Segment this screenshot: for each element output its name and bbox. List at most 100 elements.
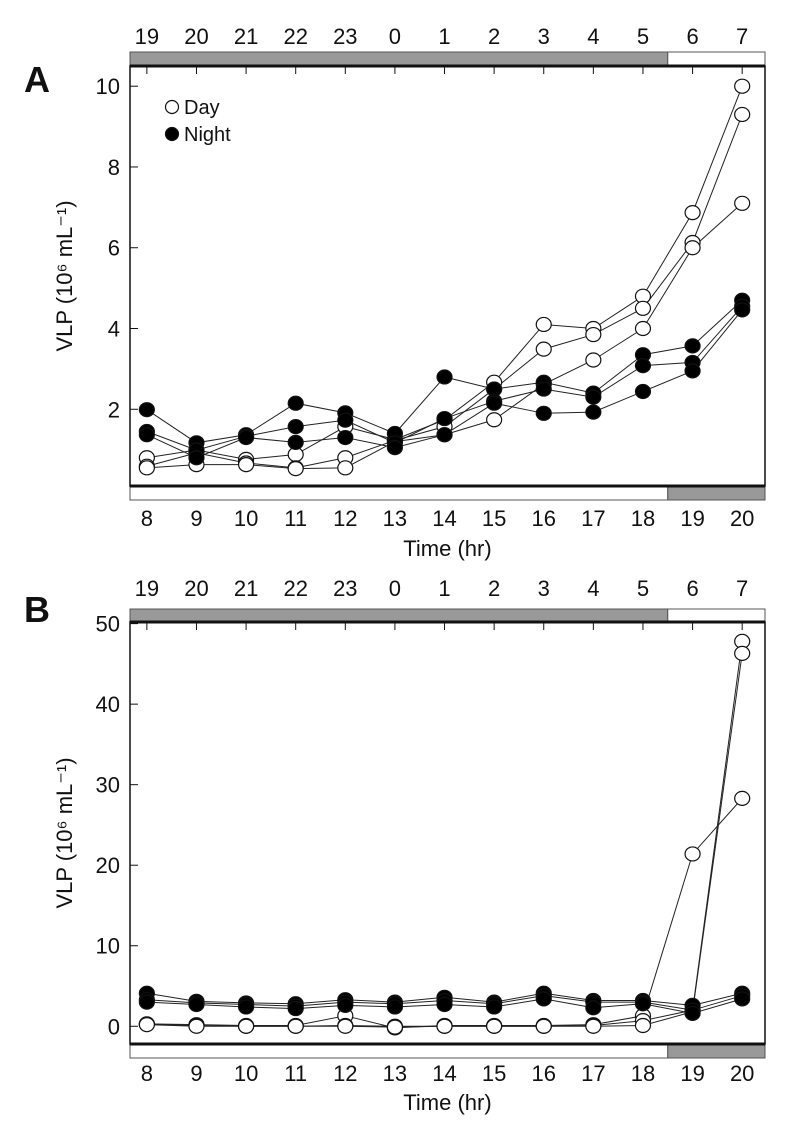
data-point-day bbox=[684, 846, 701, 862]
data-point-day bbox=[436, 1018, 453, 1034]
data-point-day bbox=[585, 1018, 602, 1034]
data-point-night bbox=[585, 389, 602, 405]
x-tick-label: 9 bbox=[190, 506, 202, 531]
data-point-day bbox=[634, 320, 652, 337]
legend-marker-day bbox=[164, 99, 180, 115]
data-point-night bbox=[486, 395, 503, 411]
data-point-day bbox=[634, 1017, 652, 1034]
data-point-night bbox=[684, 1005, 701, 1021]
data-point-day bbox=[486, 1018, 503, 1034]
data-point-night bbox=[535, 991, 552, 1007]
top-axis-tick-label: 1 bbox=[438, 24, 450, 49]
data-point-night bbox=[386, 440, 404, 456]
data-point-night bbox=[734, 302, 751, 318]
x-tick-label: 13 bbox=[383, 506, 407, 531]
data-point-night bbox=[585, 404, 602, 420]
data-point-day bbox=[585, 326, 602, 343]
top-axis-tick-label: 19 bbox=[135, 576, 159, 601]
legend: Day Night bbox=[164, 97, 231, 146]
x-tick-label: 11 bbox=[284, 1061, 307, 1086]
top-axis-tick-label: 23 bbox=[333, 24, 357, 49]
x-tick-label: 10 bbox=[234, 1061, 258, 1086]
x-tick-label: 13 bbox=[383, 1061, 407, 1086]
data-point-day bbox=[535, 1018, 552, 1034]
top-axis-tick-label: 0 bbox=[389, 24, 401, 49]
data-point-day bbox=[138, 1017, 155, 1033]
x-tick-label: 17 bbox=[581, 506, 605, 531]
x-tick-label: 12 bbox=[333, 506, 357, 531]
data-point-day bbox=[684, 204, 701, 221]
data-point-day bbox=[188, 1018, 205, 1034]
data-point-night bbox=[535, 381, 552, 397]
data-point-night bbox=[634, 996, 652, 1012]
panel-a: A 8 19 9 20 10 21 11 22 12 23 13 0 14 1 15 2 16 3 17 4 18 5 19 6… bbox=[24, 24, 766, 561]
y-tick-label: 50 bbox=[96, 612, 120, 637]
top-light-dark-bar bbox=[667, 51, 766, 67]
bottom-light-dark-bar bbox=[667, 485, 766, 501]
top-axis-tick-label: 2 bbox=[488, 24, 500, 49]
x-axis-title: Time (hr) bbox=[403, 1090, 491, 1115]
data-point-night bbox=[237, 429, 255, 446]
top-axis-tick-label: 5 bbox=[637, 576, 649, 601]
bottom-light-dark-bar bbox=[129, 485, 669, 501]
y-tick-label: 10 bbox=[96, 934, 120, 959]
data-point-day bbox=[734, 195, 751, 211]
data-point-night bbox=[337, 412, 354, 428]
series-line-day bbox=[146, 86, 743, 460]
x-tick-label: 16 bbox=[532, 1061, 556, 1086]
x-tick-label: 20 bbox=[730, 1061, 754, 1086]
x-tick-label: 9 bbox=[190, 1061, 202, 1086]
panel-label: B bbox=[24, 589, 50, 630]
top-axis-tick-label: 5 bbox=[637, 24, 649, 49]
bottom-light-dark-bar bbox=[129, 1043, 669, 1059]
data-point-night bbox=[386, 999, 404, 1015]
x-tick-label: 19 bbox=[680, 1061, 704, 1086]
top-light-dark-bar bbox=[667, 608, 766, 623]
x-tick-label: 17 bbox=[581, 1061, 605, 1086]
data-point-night bbox=[535, 405, 552, 421]
top-axis-tick-label: 20 bbox=[184, 24, 208, 49]
data-point-day bbox=[237, 456, 255, 473]
x-tick-label: 20 bbox=[730, 506, 754, 531]
data-point-night bbox=[734, 991, 751, 1007]
y-tick-label: 30 bbox=[96, 773, 120, 798]
top-axis-tick-label: 3 bbox=[538, 24, 550, 49]
top-light-dark-bar bbox=[129, 51, 669, 67]
x-tick-label: 14 bbox=[432, 1061, 456, 1086]
top-axis-tick-label: 6 bbox=[686, 576, 698, 601]
x-tick-label: 11 bbox=[284, 506, 307, 531]
y-tick-label: 4 bbox=[108, 317, 120, 342]
x-tick-label: 15 bbox=[482, 1061, 506, 1086]
legend-label-night: Night bbox=[184, 124, 231, 146]
x-tick-label: 8 bbox=[141, 1061, 153, 1086]
data-point-night bbox=[237, 999, 255, 1015]
panel-label: A bbox=[24, 59, 50, 100]
y-tick-label: 20 bbox=[96, 853, 120, 878]
data-point-night bbox=[138, 427, 155, 443]
plot-frame bbox=[129, 621, 766, 1045]
top-axis-tick-label: 22 bbox=[283, 24, 307, 49]
y-tick-label: 0 bbox=[108, 1014, 120, 1039]
legend-marker-night bbox=[164, 126, 180, 142]
data-point-day bbox=[237, 1018, 255, 1034]
data-point-night bbox=[436, 996, 453, 1013]
top-axis-tick-label: 19 bbox=[135, 24, 159, 49]
x-tick-label: 18 bbox=[631, 506, 655, 531]
data-point-day bbox=[386, 1019, 404, 1035]
top-axis-tick-label: 21 bbox=[234, 576, 258, 601]
data-point-day bbox=[337, 460, 354, 476]
data-point-day bbox=[287, 1018, 304, 1034]
top-axis-tick-label: 20 bbox=[184, 576, 208, 601]
x-axis-title: Time (hr) bbox=[403, 536, 491, 561]
panel-b: B 8 19 9 20 10 21 11 22 12 23 13 0 14 1 15 2 16 3 17 4 18 5 19 6… bbox=[24, 576, 766, 1115]
data-point-night bbox=[684, 363, 701, 379]
top-axis-tick-label: 23 bbox=[333, 576, 357, 601]
y-tick-label: 10 bbox=[96, 74, 120, 99]
data-point-day bbox=[734, 78, 751, 94]
top-axis-tick-label: 7 bbox=[736, 576, 748, 601]
data-point-day bbox=[585, 352, 602, 368]
data-point-night bbox=[436, 410, 453, 427]
x-tick-label: 14 bbox=[432, 506, 456, 531]
data-point-day bbox=[734, 645, 751, 662]
top-axis-tick-label: 22 bbox=[283, 576, 307, 601]
